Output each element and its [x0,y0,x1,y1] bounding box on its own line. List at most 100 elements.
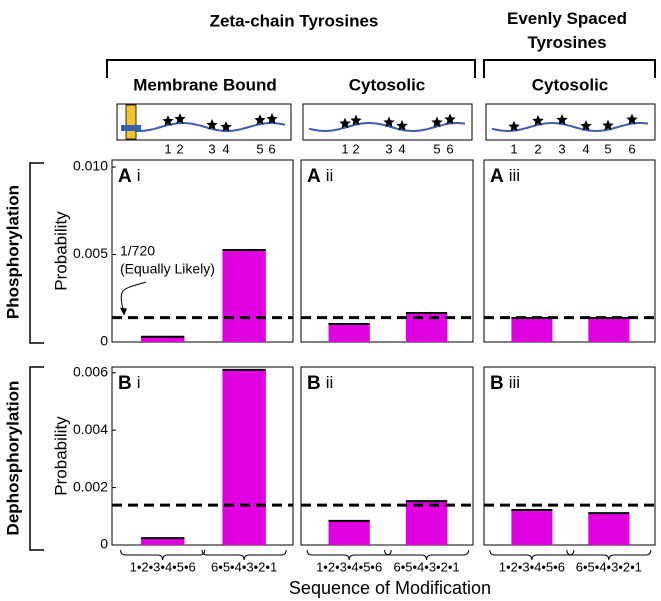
plot-frame [111,159,294,343]
arrow-head [120,307,127,316]
panel-sub: iii [509,373,520,392]
y-tick-label: 0.010 [73,158,108,174]
x-tick-label: 1•2•3•4•5•6 [316,559,382,574]
y-tick-label: 0 [100,333,108,349]
schematic-box [302,103,473,141]
bar [405,501,448,545]
tyrosine-label: 1 [164,141,171,156]
plot-frame [483,159,656,343]
tyrosine-star [162,115,174,126]
category-brace [120,549,206,561]
tyrosine-star [444,113,456,125]
category-brace [201,549,287,561]
bar [140,538,185,545]
annotation: (Equally Likely) [120,261,215,277]
plot-frame [483,366,656,546]
tyrosine-star [431,116,443,128]
bar [588,318,630,342]
column-title: Cytosolic [532,75,609,94]
panel-letter: B [490,373,504,394]
panel-letter: B [307,373,321,394]
panel-letter: A [490,166,504,187]
membrane [125,104,137,140]
y-axis-title: Probability [51,211,70,291]
tyrosine-label: 2 [352,141,359,156]
tyrosine-star [220,121,232,132]
x-tick-label: 6•5•4•3•2•1 [393,559,459,574]
panel-sub: iii [509,166,520,185]
y-tick-label: 0 [100,536,108,552]
panel-letter: A [118,166,132,187]
schematic-box [485,103,656,141]
tyrosine-label: 4 [222,141,229,156]
tyrosine-star [532,114,544,126]
tyrosine-star [508,120,520,132]
tyrosine-star [206,118,218,130]
bar [222,249,266,342]
category-brace [566,549,652,561]
tyrosine-label: 5 [604,141,611,156]
tyrosine-label: 3 [385,141,392,156]
tyrosine-star [396,119,408,131]
annotation: 1/720 [120,243,155,259]
x-axis-title: Sequence of Modification [289,578,491,598]
bar [328,323,370,342]
plot-frame [300,366,474,546]
tyrosine-star [602,119,614,131]
panel-letter: B [118,373,132,394]
plot-frame [111,366,294,546]
schematic-box [116,103,292,141]
tyrosine-label: 5 [433,141,440,156]
y-tick-label: 0.002 [73,478,108,494]
y-tick-label: 0.005 [73,245,108,261]
y-tick-label: 0.006 [73,363,108,379]
panel-sub: ii [326,373,334,392]
x-tick-label: 1•2•3•4•5•6 [130,559,196,574]
panel-sub: ii [326,166,334,185]
bar [328,520,370,545]
y-axis-title: Probability [51,416,70,496]
x-tick-label: 1•2•3•4•5•6 [499,559,565,574]
group-bracket [106,59,656,78]
tyrosine-label: 3 [208,141,215,156]
category-brace [384,549,470,561]
tyrosine-star [254,114,266,125]
x-tick-label: 6•5•4•3•2•1 [576,559,642,574]
tyrosine-label: 2 [534,141,541,156]
tyrosine-label: 1 [341,141,348,156]
tyrosine-star [580,120,592,131]
anchor [121,125,141,131]
group-title: Zeta-chain Tyrosines [210,11,379,30]
tyrosine-star [350,114,362,126]
tyrosine-label: 5 [256,141,263,156]
column-title: Membrane Bound [133,75,277,94]
bar [405,312,448,342]
bar [588,513,630,545]
tyrosine-label: 1 [510,141,517,156]
tyrosine-label: 3 [558,141,565,156]
row-title: Phosphorylation [3,185,22,319]
plot-frame [300,159,474,343]
panel-sub: i [137,166,141,185]
tyrosine-label: 6 [268,141,275,156]
tyrosine-label: 6 [446,141,453,156]
tyrosine-label: 4 [398,141,405,156]
panel-letter: A [307,166,321,187]
bar [511,509,553,545]
annotation-arrow [120,281,147,314]
column-title: Cytosolic [349,75,426,94]
panel-sub: i [137,373,141,392]
row-title: Dephosphorylation [3,381,22,536]
group-title: Evenly Spaced Tyrosines [507,9,627,52]
tyrosine-star [174,113,186,124]
x-tick-label: 6•5•4•3•2•1 [211,559,277,574]
protein-chain [126,122,286,132]
tyrosine-star [556,114,568,125]
tyrosine-star [626,113,638,125]
